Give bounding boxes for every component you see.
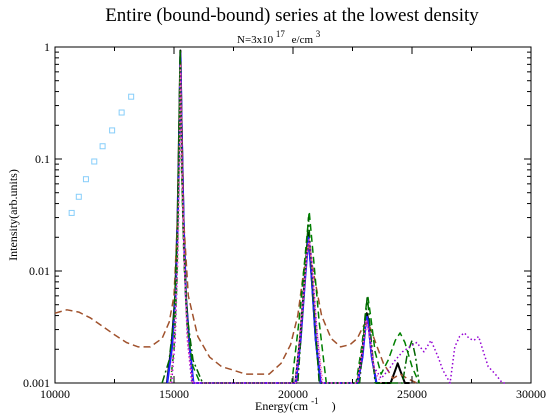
data-point-marker [82, 176, 89, 183]
density-unit-exponent: 3 [316, 29, 321, 39]
plot-area: 10000 15000 20000 25000 30000 0.001 0.01 0.1 1 [23, 40, 546, 401]
x-tick-label: 10000 [40, 387, 70, 401]
x-tick-label: 15000 [159, 387, 189, 401]
data-point-marker [128, 93, 135, 100]
density-base: N=3x10 [237, 34, 274, 46]
x-axis-label: Energy(cm -1 ) [255, 393, 336, 413]
density-unit: e/cm [292, 34, 314, 46]
data-point-marker [99, 143, 106, 150]
series-layer [54, 48, 508, 384]
x-axis-label-close: ) [332, 399, 336, 413]
series-6-line [169, 63, 382, 384]
data-point-marker [109, 127, 116, 134]
chart-title: Entire (bound-bound) series at the lowes… [105, 5, 479, 26]
y-tick-label: 0.1 [35, 152, 50, 166]
y-tick-label: 0.001 [23, 376, 50, 390]
x-axis-label-exponent: -1 [311, 396, 319, 406]
data-point-marker [118, 109, 125, 116]
data-point-marker [91, 158, 98, 165]
x-axis-label-base: Energy(cm [255, 399, 309, 413]
x-tick-label: 30000 [516, 387, 546, 401]
y-tick-label: 1 [44, 40, 50, 54]
series-7-markers [68, 93, 135, 216]
y-axis-label: Intensity(arb.units) [6, 169, 20, 261]
data-point-marker [68, 209, 75, 216]
data-point-marker [75, 193, 82, 200]
x-tick-label: 20000 [278, 387, 308, 401]
chart-subtitle: N=3x10 17 e/cm 3 [237, 28, 321, 46]
tick-layer: 10000 15000 20000 25000 30000 0.001 0.01 0.1 1 [23, 40, 546, 401]
y-tick-label: 0.01 [29, 264, 50, 278]
density-exponent: 17 [276, 29, 286, 39]
x-tick-label: 25000 [397, 387, 427, 401]
